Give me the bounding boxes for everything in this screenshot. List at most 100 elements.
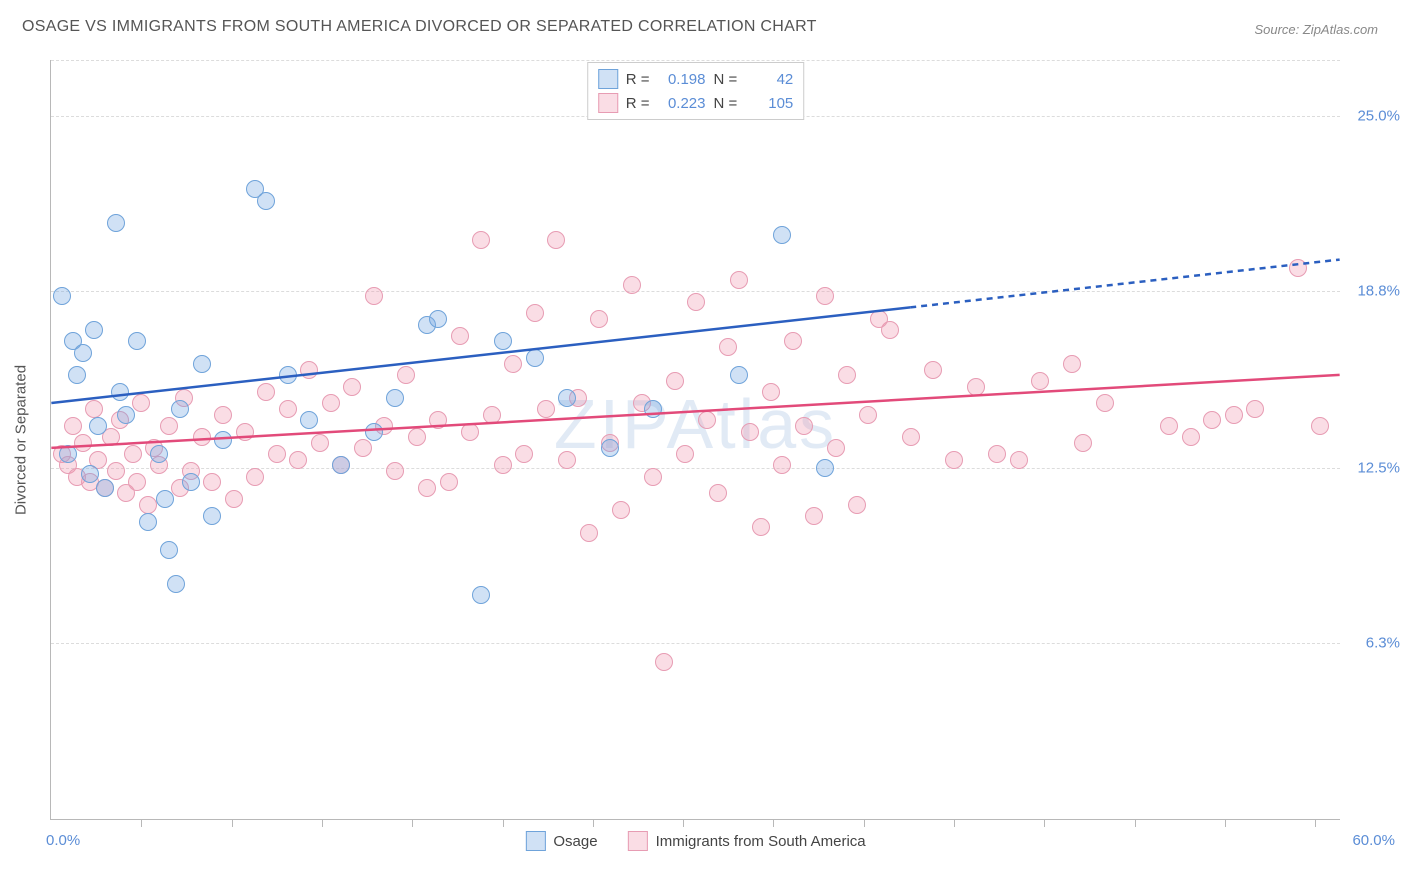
legend-stats-row-immigrants: R = 0.223 N = 105 — [598, 91, 794, 115]
point-immigrants — [214, 406, 232, 424]
point-osage — [494, 332, 512, 350]
point-immigrants — [85, 400, 103, 418]
y-tick-label: 25.0% — [1345, 108, 1400, 125]
swatch-osage-icon — [525, 831, 545, 851]
point-immigrants — [741, 423, 759, 441]
point-immigrants — [1182, 428, 1200, 446]
n-label: N = — [714, 71, 738, 88]
point-immigrants — [1203, 411, 1221, 429]
point-immigrants — [687, 293, 705, 311]
r-label: R = — [626, 95, 650, 112]
point-osage — [193, 355, 211, 373]
point-immigrants — [343, 378, 361, 396]
point-immigrants — [483, 406, 501, 424]
gridline — [51, 291, 1340, 292]
point-osage — [182, 473, 200, 491]
point-immigrants — [365, 287, 383, 305]
point-immigrants — [515, 445, 533, 463]
point-immigrants — [418, 479, 436, 497]
point-osage — [365, 423, 383, 441]
point-immigrants — [902, 428, 920, 446]
point-osage — [117, 406, 135, 424]
point-immigrants — [623, 276, 641, 294]
point-immigrants — [1311, 417, 1329, 435]
point-immigrants — [644, 468, 662, 486]
point-immigrants — [719, 338, 737, 356]
point-immigrants — [816, 287, 834, 305]
point-immigrants — [1031, 372, 1049, 390]
point-immigrants — [1010, 451, 1028, 469]
point-osage — [279, 366, 297, 384]
point-osage — [150, 445, 168, 463]
point-immigrants — [386, 462, 404, 480]
point-osage — [171, 400, 189, 418]
point-immigrants — [709, 484, 727, 502]
point-immigrants — [64, 417, 82, 435]
point-immigrants — [268, 445, 286, 463]
x-axis-min-label: 0.0% — [46, 832, 80, 849]
n-value-immigrants: 105 — [745, 95, 793, 112]
point-osage — [300, 411, 318, 429]
point-osage — [644, 400, 662, 418]
point-immigrants — [762, 383, 780, 401]
point-osage — [214, 431, 232, 449]
point-osage — [332, 456, 350, 474]
point-immigrants — [967, 378, 985, 396]
point-immigrants — [1246, 400, 1264, 418]
point-immigrants — [547, 231, 565, 249]
point-immigrants — [924, 361, 942, 379]
point-immigrants — [1225, 406, 1243, 424]
point-immigrants — [752, 518, 770, 536]
point-osage — [730, 366, 748, 384]
legend-series: Osage Immigrants from South America — [525, 831, 865, 851]
point-immigrants — [773, 456, 791, 474]
point-osage — [74, 344, 92, 362]
y-tick-label: 18.8% — [1345, 282, 1400, 299]
point-immigrants — [494, 456, 512, 474]
point-immigrants — [107, 462, 125, 480]
plot-area: Divorced or Separated ZIPAtlas 6.3%12.5%… — [50, 60, 1340, 820]
point-immigrants — [988, 445, 1006, 463]
point-osage — [68, 366, 86, 384]
point-immigrants — [257, 383, 275, 401]
point-immigrants — [132, 394, 150, 412]
point-immigrants — [300, 361, 318, 379]
point-osage — [139, 513, 157, 531]
gridline — [51, 468, 1340, 469]
point-immigrants — [1289, 259, 1307, 277]
point-osage — [526, 349, 544, 367]
point-immigrants — [236, 423, 254, 441]
gridline — [51, 643, 1340, 644]
point-osage — [816, 459, 834, 477]
point-immigrants — [827, 439, 845, 457]
n-value-osage: 42 — [745, 71, 793, 88]
point-immigrants — [795, 417, 813, 435]
point-osage — [601, 439, 619, 457]
point-immigrants — [160, 417, 178, 435]
point-immigrants — [945, 451, 963, 469]
point-immigrants — [504, 355, 522, 373]
point-immigrants — [676, 445, 694, 463]
point-osage — [96, 479, 114, 497]
point-immigrants — [128, 473, 146, 491]
n-label: N = — [714, 95, 738, 112]
point-immigrants — [440, 473, 458, 491]
legend-item-immigrants: Immigrants from South America — [628, 831, 866, 851]
legend-stats: R = 0.198 N = 42 R = 0.223 N = 105 — [587, 62, 805, 120]
point-immigrants — [784, 332, 802, 350]
chart-title: OSAGE VS IMMIGRANTS FROM SOUTH AMERICA D… — [22, 18, 817, 36]
point-immigrants — [666, 372, 684, 390]
point-immigrants — [655, 653, 673, 671]
y-axis-title: Divorced or Separated — [13, 364, 30, 514]
swatch-immigrants-icon — [628, 831, 648, 851]
point-osage — [257, 192, 275, 210]
legend-label-osage: Osage — [553, 833, 597, 850]
point-immigrants — [859, 406, 877, 424]
source-label: Source: ZipAtlas.com — [1254, 22, 1378, 37]
point-immigrants — [354, 439, 372, 457]
point-osage — [386, 389, 404, 407]
point-osage — [111, 383, 129, 401]
point-immigrants — [805, 507, 823, 525]
point-immigrants — [580, 524, 598, 542]
point-immigrants — [322, 394, 340, 412]
